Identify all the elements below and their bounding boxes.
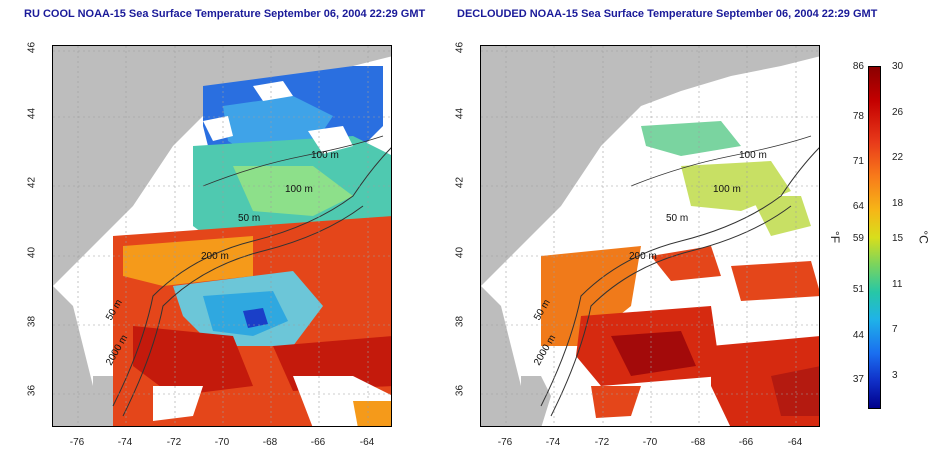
lat-tick: 46 [454, 41, 466, 54]
lat-tick: 42 [26, 176, 38, 189]
colorbar-f-tick: 78 [852, 111, 864, 122]
lon-tick: -66 [738, 437, 754, 448]
temperature-colorbar [868, 66, 881, 409]
colorbar-c-tick: 30 [892, 61, 904, 72]
colorbar-c-tick: 11 [892, 279, 903, 290]
colorbar-f-tick: 64 [852, 201, 864, 212]
contour-label: 100 m [285, 184, 313, 195]
colorbar-c-tick: 3 [892, 370, 898, 381]
lat-tick: 36 [454, 384, 466, 397]
lat-tick: 44 [454, 107, 466, 120]
lon-tick: -66 [310, 437, 326, 448]
contour-label: 200 m [629, 251, 657, 262]
contour-label: 100 m [713, 184, 741, 195]
lon-tick: -74 [117, 437, 133, 448]
declouded-sst-map-graphic: 100 m 100 m 50 m 200 m 50 m 2000 m [481, 46, 819, 426]
lon-tick: -70 [642, 437, 658, 448]
lon-tick: -70 [214, 437, 230, 448]
contour-label: 100 m [739, 150, 767, 161]
right-map-title: DECLOUDED NOAA-15 Sea Surface Temperatur… [457, 8, 878, 20]
raw-sst-map: 100 m 100 m 50 m 200 m 50 m 2000 m [52, 45, 392, 427]
left-map-title: RU COOL NOAA-15 Sea Surface Temperature … [24, 8, 426, 20]
contour-label: 100 m [311, 150, 339, 161]
colorbar-f-tick: 59 [852, 233, 864, 244]
lon-tick: -64 [787, 437, 803, 448]
lon-tick: -68 [262, 437, 278, 448]
colorbar-f-tick: 37 [852, 374, 864, 385]
lon-tick: -74 [545, 437, 561, 448]
fahrenheit-unit-label: °F [828, 230, 843, 244]
lat-tick: 42 [454, 176, 466, 189]
raw-sst-map-graphic: 100 m 100 m 50 m 200 m 50 m 2000 m [53, 46, 391, 426]
lat-tick: 38 [26, 315, 38, 328]
lon-tick: -72 [166, 437, 182, 448]
lon-tick: -72 [594, 437, 610, 448]
colorbar-f-tick: 71 [852, 156, 864, 167]
lat-tick: 46 [26, 41, 38, 54]
colorbar-c-tick: 7 [892, 324, 898, 335]
lat-tick: 40 [26, 246, 38, 259]
colorbar-f-tick: 44 [852, 330, 864, 341]
contour-label: 50 m [666, 213, 688, 224]
lon-tick: -68 [690, 437, 706, 448]
colorbar-f-tick: 51 [852, 284, 864, 295]
lat-tick: 36 [26, 384, 38, 397]
lon-tick: -64 [359, 437, 375, 448]
lon-tick: -76 [69, 437, 85, 448]
colorbar-c-tick: 18 [892, 198, 904, 209]
colorbar-c-tick: 15 [892, 233, 904, 244]
colorbar-c-tick: 26 [892, 107, 904, 118]
contour-label: 50 m [238, 213, 260, 224]
colorbar-f-tick: 86 [852, 61, 864, 72]
lon-tick: -76 [497, 437, 513, 448]
celsius-unit-label: °C [916, 230, 931, 244]
contour-label: 200 m [201, 251, 229, 262]
lat-tick: 44 [26, 107, 38, 120]
colorbar-c-tick: 22 [892, 152, 904, 163]
declouded-sst-map: 100 m 100 m 50 m 200 m 50 m 2000 m [480, 45, 820, 427]
lat-tick: 38 [454, 315, 466, 328]
lat-tick: 40 [454, 246, 466, 259]
